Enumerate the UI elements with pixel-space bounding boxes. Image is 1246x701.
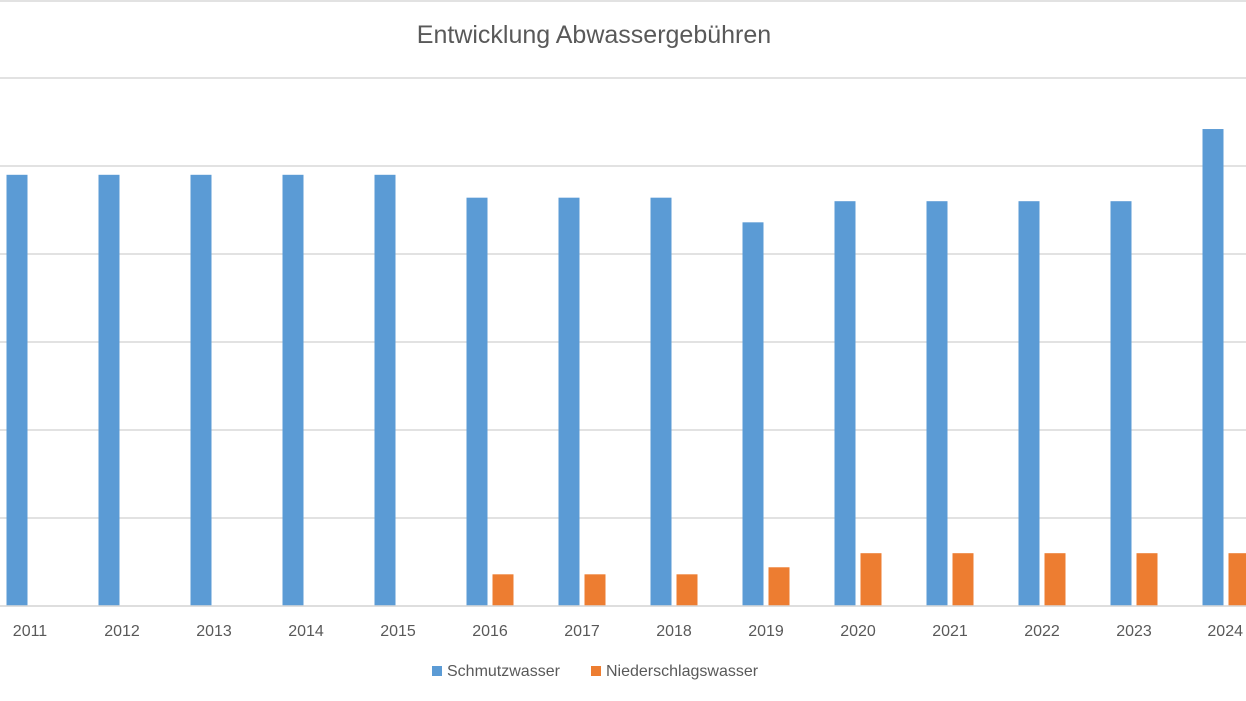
x-tick-label: 2016 [472,623,508,640]
bar-schmutzwasser-2016 [466,197,488,606]
bar-schmutzwasser-2023 [1110,201,1132,606]
x-tick-label: 2019 [748,623,784,640]
legend-swatch-niederschlagswasser [591,666,601,676]
bar-niederschlagswasser-2024 [1228,553,1246,606]
x-tick-label: 2014 [288,623,324,640]
bar-niederschlagswasser-2020 [860,553,882,606]
x-tick-label: 2020 [840,623,876,640]
bar-niederschlagswasser-2022 [1044,553,1066,606]
x-tick-label: 2023 [1116,623,1152,640]
bar-schmutzwasser-2014 [282,174,304,607]
bar-schmutzwasser-2018 [650,197,672,606]
bar-schmutzwasser-2022 [1018,201,1040,606]
x-tick-labels: 2011 2012 2013 2014 2015 2016 2017 2018 2019 2020… [13,623,1243,640]
x-tick-label: 2012 [104,623,140,640]
bar-niederschlagswasser-2016 [492,574,514,606]
x-tick-label: 2015 [380,623,416,640]
bar-niederschlagswasser-2021 [952,553,974,606]
legend-swatch-schmutzwasser [432,666,442,676]
bar-schmutzwasser-2021 [926,201,948,606]
x-tick-label: 2013 [196,623,232,640]
bar-niederschlagswasser-2017 [584,574,606,606]
legend-label-schmutzwasser: Schmutzwasser [447,663,561,680]
bar-schmutzwasser-2019 [742,222,764,606]
bar-niederschlagswasser-2019 [768,567,790,606]
bar-schmutzwasser-2013 [190,174,212,607]
bar-schmutzwasser-2015 [374,174,396,607]
x-tick-label: 2018 [656,623,692,640]
bar-schmutzwasser-2024 [1202,129,1224,607]
bars [6,129,1246,607]
chart-title: Entwicklung Abwassergebühren [417,21,771,49]
x-tick-label: 2011 [13,623,48,640]
bar-schmutzwasser-2011 [6,174,28,607]
bar-niederschlagswasser-2018 [676,574,698,606]
legend: Schmutzwasser Niederschlagswasser [432,663,759,680]
bar-niederschlagswasser-2023 [1136,553,1158,606]
x-tick-label: 2021 [932,623,968,640]
x-tick-label: 2017 [564,623,600,640]
x-tick-label: 2022 [1024,623,1060,640]
bar-schmutzwasser-2012 [98,174,120,607]
legend-label-niederschlagswasser: Niederschlagswasser [606,663,759,680]
bar-schmutzwasser-2020 [834,201,856,606]
bar-schmutzwasser-2017 [558,197,580,606]
x-tick-label: 2024 [1207,623,1243,640]
